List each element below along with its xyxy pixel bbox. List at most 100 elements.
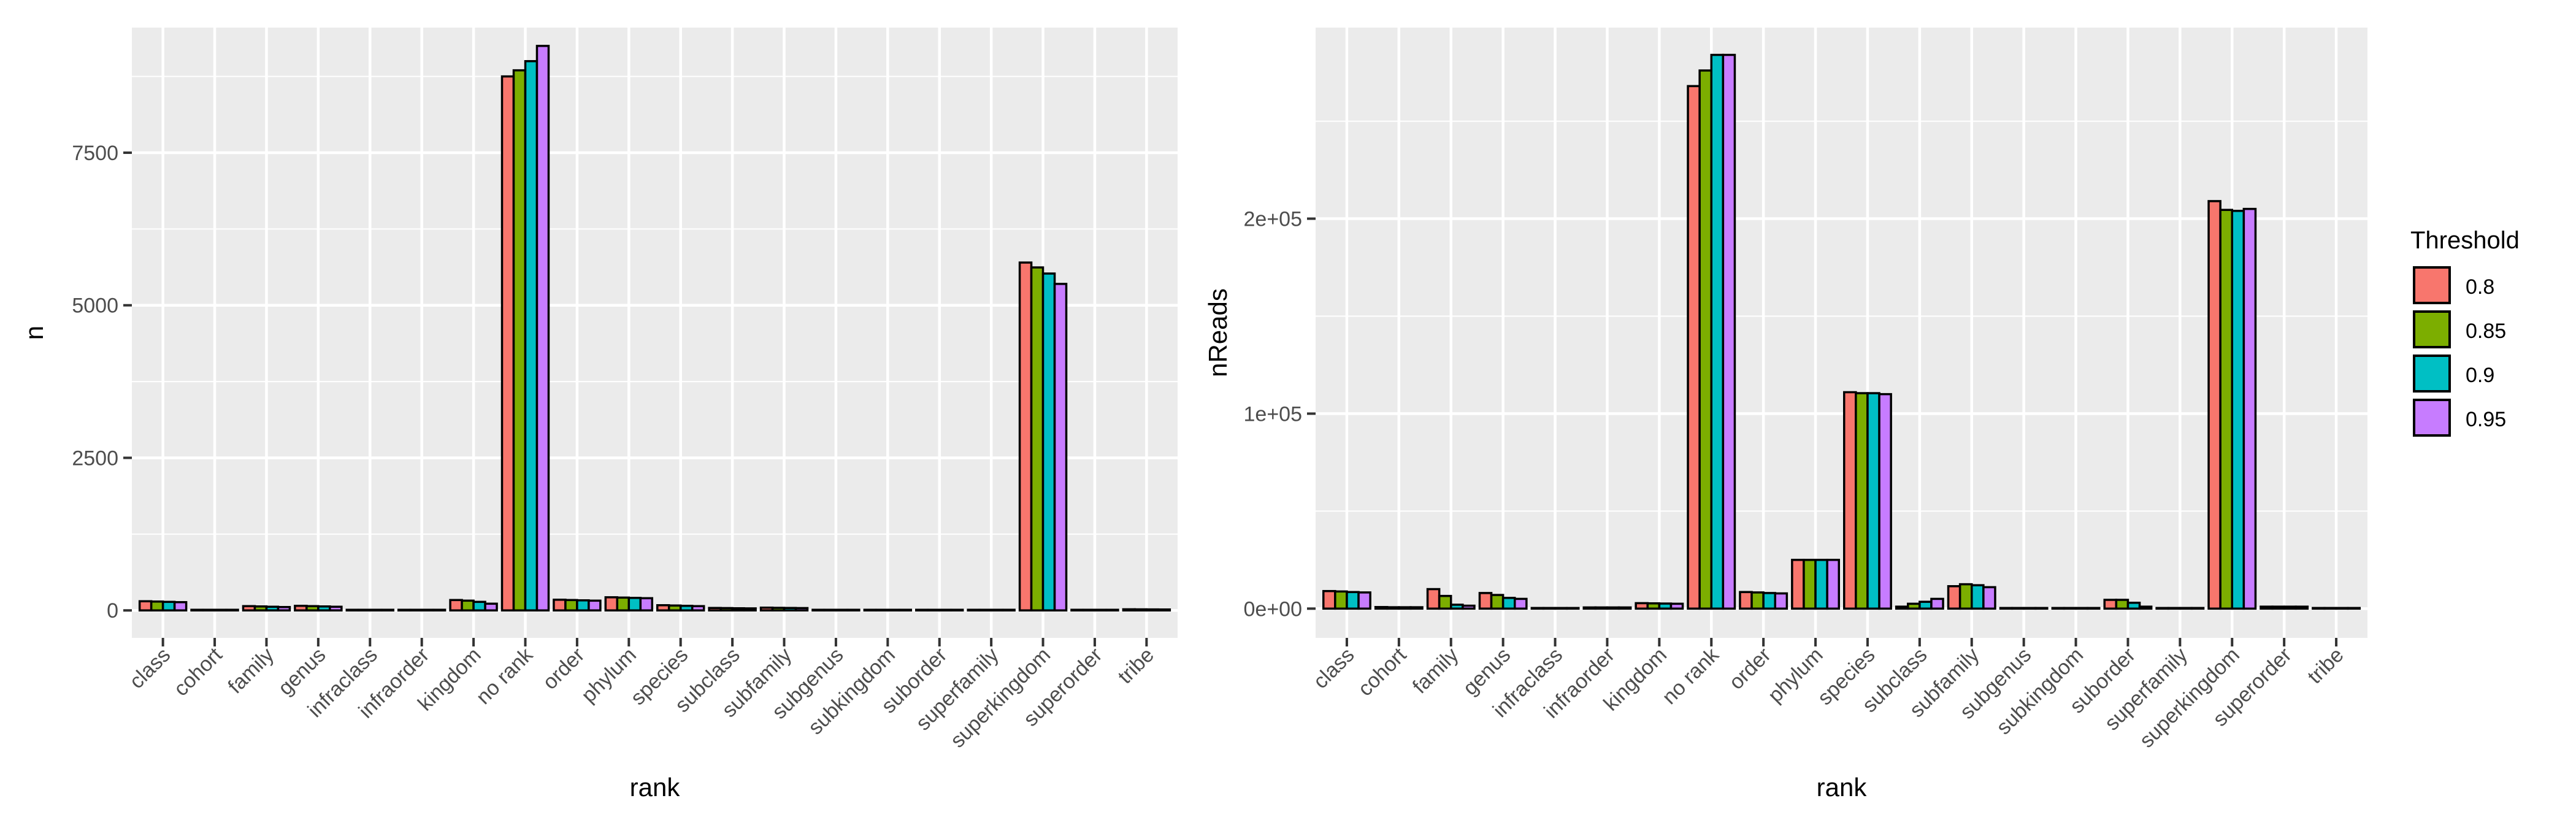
- bar-suborder-0.9: [2126, 602, 2141, 610]
- chart-n-by-rank: 0250050007500classcohortfamilygenusinfra…: [20, 28, 1178, 802]
- y-axis-title: nReads: [1203, 288, 1232, 377]
- bar-suborder-0.95: [2138, 605, 2153, 610]
- bar-subfamily-0.85: [1958, 583, 1973, 610]
- bar-genus-0.9: [1501, 597, 1516, 610]
- bar-subfamily-0.8: [1947, 585, 1961, 610]
- x-tick-label: family: [223, 643, 278, 699]
- bar-superkingdom-0.8: [2207, 200, 2221, 610]
- x-tick-label: no rank: [472, 643, 538, 709]
- bar-kingdom-0.85: [461, 599, 475, 611]
- bar-no-rank-0.8: [1687, 85, 1701, 610]
- x-tick-label: cohort: [1354, 643, 1411, 700]
- legend-swatch-0.95: [2413, 399, 2451, 437]
- bar-order-0.9: [576, 599, 590, 611]
- bar-family-0.9: [1449, 604, 1464, 610]
- x-tick-label: tribe: [1113, 643, 1159, 689]
- bar-tribe-0.9: [1145, 608, 1160, 611]
- bar-order-0.85: [1750, 591, 1765, 610]
- bar-superkingdom-0.85: [2219, 209, 2234, 610]
- x-tick-label: family: [1408, 643, 1463, 699]
- bar-class-0.95: [173, 601, 188, 611]
- legend: Threshold 0.8 0.85 0.9 0.95: [2410, 227, 2520, 438]
- bar-genus-0.85: [1490, 594, 1505, 610]
- bar-subclass-0.85: [1906, 602, 1921, 610]
- bar-kingdom-0.9: [1658, 602, 1673, 610]
- bar-class-0.95: [1357, 591, 1371, 610]
- bar-family-0.95: [1462, 604, 1476, 610]
- bar-kingdom-0.8: [1635, 602, 1649, 610]
- y-tick-label: 1e+05: [1244, 402, 1303, 426]
- plot-panel: [132, 28, 1178, 638]
- bar-phylum-0.95: [1826, 559, 1841, 610]
- bar-genus-0.8: [1478, 592, 1493, 610]
- bar-no-rank-0.95: [1722, 53, 1736, 610]
- legend-swatch-0.85: [2413, 310, 2451, 348]
- bar-genus-0.8: [294, 605, 308, 611]
- bar-suborder-0.8: [2103, 599, 2118, 610]
- x-tick-label: class: [1309, 643, 1359, 694]
- y-tick-label: 5000: [72, 294, 118, 318]
- legend-label-0.85: 0.85: [2466, 320, 2506, 343]
- bar-phylum-0.8: [1791, 559, 1805, 610]
- bar-no-rank-0.9: [1710, 53, 1725, 610]
- legend-label-0.95: 0.95: [2466, 408, 2506, 431]
- bar-superorder-0.8: [2260, 605, 2274, 610]
- y-axis-title: n: [20, 326, 48, 340]
- legend-item-0.8: 0.8: [2412, 265, 2494, 305]
- bar-infraorder-0.95: [1617, 606, 1632, 610]
- bar-family-0.85: [1438, 594, 1452, 610]
- x-tick-label: no rank: [1658, 643, 1724, 709]
- y-tick-label: 0e+00: [1244, 597, 1303, 621]
- bar-class-0.8: [138, 600, 153, 611]
- bar-subclass-0.8: [708, 607, 722, 611]
- x-axis-title: rank: [630, 773, 681, 802]
- bar-species-0.9: [679, 605, 694, 611]
- bar-genus-0.95: [1513, 597, 1528, 610]
- bar-superkingdom-0.9: [1041, 272, 1056, 611]
- bar-species-0.85: [1855, 392, 1869, 610]
- bar-species-0.9: [1866, 392, 1880, 610]
- bar-kingdom-0.95: [484, 602, 498, 611]
- bar-order-0.9: [1762, 592, 1777, 610]
- bar-genus-0.9: [317, 605, 331, 611]
- bar-superorder-0.9: [2283, 605, 2298, 610]
- legend-item-0.85: 0.85: [2412, 309, 2506, 350]
- bar-subclass-0.9: [1919, 600, 1933, 610]
- bar-subclass-0.95: [1930, 597, 1944, 610]
- legend-swatch-0.8: [2413, 266, 2451, 304]
- bar-no-rank-0.95: [535, 45, 550, 611]
- bar-subclass-0.85: [719, 607, 734, 611]
- legend-title: Threshold: [2410, 227, 2520, 254]
- bar-cohort-0.9: [1398, 606, 1412, 610]
- bar-cohort-0.95: [1409, 606, 1424, 610]
- bar-kingdom-0.85: [1646, 602, 1661, 610]
- bar-family-0.8: [1426, 588, 1441, 610]
- bar-superkingdom-0.85: [1030, 266, 1045, 611]
- bar-kingdom-0.8: [449, 599, 463, 611]
- bar-subclass-0.8: [1895, 605, 1909, 610]
- bar-order-0.95: [1774, 592, 1788, 610]
- bar-family-0.8: [242, 605, 256, 611]
- bar-suborder-0.85: [2115, 599, 2129, 610]
- plot-panel: [1316, 28, 2367, 638]
- bar-family-0.95: [277, 606, 291, 611]
- bar-family-0.85: [253, 605, 268, 611]
- bar-tribe-0.85: [1133, 608, 1148, 611]
- bar-genus-0.95: [329, 605, 343, 611]
- bar-species-0.95: [691, 605, 705, 611]
- bar-phylum-0.9: [627, 597, 642, 611]
- bar-class-0.85: [150, 600, 164, 611]
- bar-order-0.95: [588, 599, 602, 611]
- bar-phylum-0.95: [639, 597, 654, 611]
- bar-subfamily-0.8: [759, 606, 774, 611]
- bar-superkingdom-0.95: [2242, 207, 2257, 610]
- bar-order-0.8: [553, 599, 567, 611]
- bar-no-rank-0.85: [1698, 69, 1712, 610]
- bar-order-0.85: [564, 599, 578, 611]
- x-tick-label: cohort: [169, 643, 227, 700]
- bar-superkingdom-0.8: [1018, 261, 1033, 611]
- bar-species-0.85: [667, 604, 682, 611]
- bar-subfamily-0.95: [1982, 586, 1996, 610]
- bar-infraorder-0.85: [1594, 606, 1609, 610]
